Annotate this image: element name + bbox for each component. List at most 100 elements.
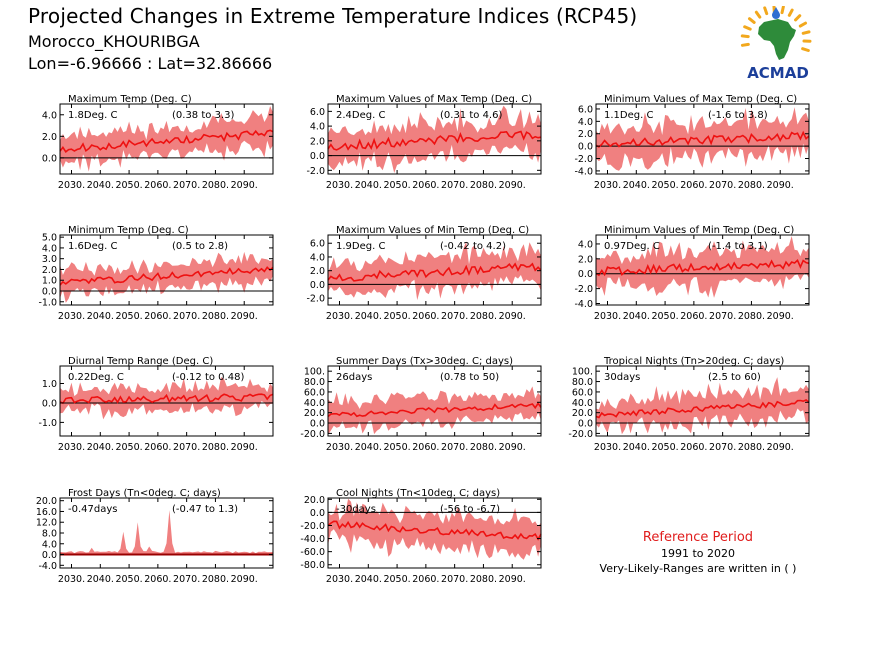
x-tick-label: 2080.: [202, 442, 229, 453]
sun-ray: [740, 34, 750, 39]
x-tick-label: 2080.: [738, 311, 765, 322]
very-likely-range-label: (-0.47 to 1.3): [172, 504, 238, 515]
plot-frame: [327, 365, 542, 437]
x-tick-label: 2030.: [58, 311, 85, 322]
sun-ray: [801, 47, 810, 53]
median-change-line: [59, 129, 274, 153]
very-likely-range-band: [60, 510, 273, 556]
x-tick-label: 2030.: [326, 442, 353, 453]
station-coordinates: Lon=-6.96666 : Lat=32.86666: [28, 54, 273, 73]
x-tick-label: 2060.: [680, 311, 707, 322]
y-tick-label: -2.0: [574, 284, 593, 295]
median-change-line: [59, 393, 274, 405]
y-tick-label: 0.0: [310, 508, 325, 519]
x-tick-label: 2040.: [87, 574, 114, 585]
chart-panel-maximum-temp: 0.0 2.0 4.0 2030. 2040. 2050. 2060. 2070. 2080. 2…: [30, 92, 275, 196]
y-tick-label: -20.0: [568, 429, 593, 440]
very-likely-range-band: [328, 105, 541, 173]
y-tick-label: -80.0: [300, 560, 325, 571]
x-tick-label: 2060.: [412, 311, 439, 322]
africa-shape: [758, 19, 796, 60]
sun-ray: [754, 10, 762, 19]
y-tick-label: 8.0: [42, 529, 57, 540]
sun-ray: [740, 42, 750, 47]
median-change-label: -30days: [336, 504, 376, 515]
y-tick-label: 0.0: [310, 419, 325, 430]
chart-panel-summer-days: -20.0 0.0 20.0 40.0 60.0 80.0 100. 2030. 2040. 20…: [298, 354, 543, 458]
africa-map-sun-raindrop-icon: [740, 4, 812, 60]
sun-ray: [743, 25, 752, 31]
y-tick-label: 40.0: [572, 398, 593, 409]
acmad-logo: [734, 4, 818, 82]
chart-panel-frost-days: -4.0 0.0 4.0 8.0 12.0 16.0 20.0 2030. 2040. 2050.…: [30, 486, 275, 590]
x-tick-label: 2050.: [383, 442, 410, 453]
chart-title: Maximum Temp (Deg. C): [68, 94, 192, 105]
y-tick-label: 4.0: [42, 539, 57, 550]
x-tick-label: 2090.: [499, 574, 526, 585]
plot-frame: [595, 365, 810, 437]
very-likely-range-label: (0.5 to 2.8): [172, 241, 228, 252]
y-tick-label: 40.0: [304, 398, 325, 409]
y-tick-label: -1.0: [38, 418, 57, 429]
y-tick-label: -1.0: [38, 297, 57, 308]
x-tick-label: 2030.: [594, 442, 621, 453]
plot-frame: [327, 103, 542, 175]
chart-title: Minimum Values of Max Temp (Deg. C): [604, 94, 797, 105]
x-tick-label: 2080.: [738, 442, 765, 453]
x-tick-label: 2050.: [383, 574, 410, 585]
y-tick-label: 2.0: [42, 265, 57, 276]
y-tick-label: -20.0: [300, 429, 325, 440]
y-tick-label: 0.0: [310, 151, 325, 162]
x-tick-label: 2080.: [470, 574, 497, 585]
x-tick-label: 2040.: [355, 442, 382, 453]
y-tick-label: 80.0: [572, 377, 593, 388]
x-tick-label: 2050.: [383, 180, 410, 191]
station-name: Morocco_KHOURIBGA: [28, 32, 200, 51]
very-likely-range-label: (-1.6 to 3.8): [708, 110, 768, 121]
median-change-line: [327, 520, 542, 541]
x-tick-label: 2080.: [202, 574, 229, 585]
chart-title: Maximum Values of Min Temp (Deg. C): [336, 225, 529, 236]
y-tick-label: 100.: [572, 367, 593, 378]
y-tick-label: -40.0: [300, 534, 325, 545]
x-tick-label: 2090.: [499, 180, 526, 191]
chart-title: Maximum Values of Max Temp (Deg. C): [336, 94, 532, 105]
plot-frame: [327, 234, 542, 306]
y-tick-label: 20.0: [572, 408, 593, 419]
median-change-line: [595, 130, 810, 148]
very-likely-ranges-note: Very-Likely-Ranges are written in ( ): [599, 562, 797, 575]
x-tick-label: 2050.: [115, 180, 142, 191]
y-tick-label: 0.0: [578, 269, 593, 280]
median-change-line: [327, 130, 542, 151]
y-tick-label: 4.0: [42, 243, 57, 254]
y-tick-label: 0.0: [42, 287, 57, 298]
very-likely-range-label: (-1.4 to 3.1): [708, 241, 768, 252]
x-tick-label: 2070.: [709, 180, 736, 191]
very-likely-range-label: (-0.42 to 4.2): [440, 241, 506, 252]
x-tick-label: 2030.: [326, 180, 353, 191]
x-tick-label: 2070.: [441, 442, 468, 453]
y-tick-label: -4.0: [574, 166, 593, 177]
y-tick-label: -2.0: [574, 154, 593, 165]
x-tick-label: 2090.: [231, 180, 258, 191]
sun-ray: [787, 8, 794, 17]
very-likely-range-band: [328, 241, 541, 301]
y-tick-label: 0.0: [578, 142, 593, 153]
very-likely-range-label: (2.5 to 60): [708, 372, 761, 383]
y-tick-label: 5.0: [42, 233, 57, 244]
x-tick-label: 2050.: [115, 311, 142, 322]
x-tick-label: 2080.: [470, 442, 497, 453]
x-tick-label: 2080.: [202, 180, 229, 191]
plot-frame: [59, 365, 274, 437]
x-tick-label: 2070.: [173, 180, 200, 191]
y-tick-label: 0.0: [42, 398, 57, 409]
x-tick-label: 2030.: [326, 574, 353, 585]
x-tick-label: 2060.: [144, 574, 171, 585]
y-tick-label: -20.0: [300, 521, 325, 532]
chart-title: Tropical Nights (Tn>20deg. C; days): [603, 356, 784, 367]
x-tick-label: 2030.: [594, 311, 621, 322]
chart-svg: -2.0 0.0 2.0 4.0 6.0 2030. 2040. 2050. 2060. 2070…: [306, 225, 542, 322]
y-tick-label: 0.0: [42, 153, 57, 164]
reference-period-note: Reference Period 1991 to 2020 Very-Likel…: [586, 530, 810, 575]
